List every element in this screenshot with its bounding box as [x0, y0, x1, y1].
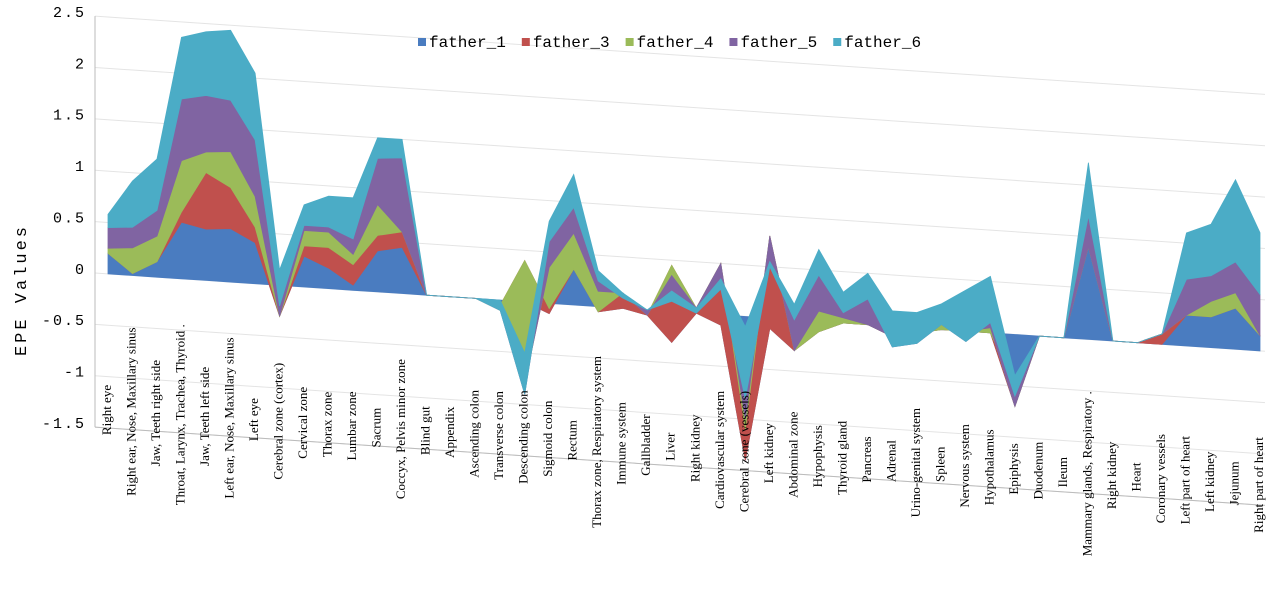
- y-tick-label: -1.5: [42, 416, 86, 433]
- x-tick-label: Cardiovascular system: [712, 391, 727, 509]
- x-tick-label: Mammary glands, Respiratory .: [1079, 391, 1094, 556]
- x-tick-label: Epiphysis: [1006, 443, 1021, 494]
- x-tick-label: Immune system: [614, 402, 629, 485]
- y-tick-label: 0.5: [53, 210, 86, 227]
- legend-swatch: [418, 38, 426, 46]
- grid-line: [94, 323, 1266, 404]
- x-tick-label: Jejunum: [1226, 461, 1241, 505]
- x-tick-label: Cervical zone: [295, 387, 310, 459]
- x-tick-label: Coronary vessels: [1153, 434, 1168, 523]
- grid-line: [94, 15, 1266, 95]
- area: [107, 29, 1261, 399]
- legend-swatch: [729, 38, 738, 46]
- x-tick-label: Transverse colon: [491, 391, 506, 480]
- x-tick-label: Thyroid gland: [834, 420, 849, 495]
- x-tick-label: Pancreas: [859, 436, 874, 482]
- x-tick-label: Thorax zone: [320, 392, 335, 458]
- x-tick-label: Nervous system: [957, 424, 972, 507]
- y-tick-label: 2.5: [53, 5, 86, 22]
- x-tick-label: Jaw, Teeth right side: [148, 360, 163, 467]
- x-tick-label: Cerebral zone (cortex): [271, 363, 286, 480]
- x-tick-label: Urino-genital system: [908, 408, 923, 517]
- x-tick-label: Sacrum: [369, 408, 384, 448]
- x-tick-label: Right eye: [99, 385, 114, 435]
- x-tick-label: Right part of heart: [1251, 437, 1266, 533]
- x-tick-label: Duodenum: [1030, 442, 1045, 500]
- x-tick-label: Gallbladder: [638, 414, 653, 476]
- legend-swatch: [521, 38, 530, 46]
- x-tick-label: Cerebral zone (vessels): [736, 391, 751, 512]
- x-tick-label: Right kidney: [1104, 441, 1119, 509]
- x-tick-label: Blind gut: [418, 406, 433, 455]
- x-tick-label: Jaw, Teeth left side: [197, 367, 212, 466]
- x-tick-label: Left ear, Nose, Maxillary sinus: [222, 337, 237, 498]
- x-tick-label: Ileum: [1055, 457, 1070, 487]
- y-tick-label: -1: [64, 365, 86, 382]
- x-tick-label: Right kidney: [687, 414, 702, 482]
- x-tick-label: Liver: [663, 432, 678, 461]
- legend-swatch: [625, 38, 634, 46]
- x-tick-label: Left part of heart: [1177, 436, 1192, 525]
- y-tick-label: 1: [75, 159, 86, 176]
- x-tick-label: Rectum: [565, 420, 580, 460]
- legend-label: father_6: [844, 34, 921, 52]
- x-tick-label: Left eye: [246, 398, 261, 441]
- x-tick-label: Appendix: [442, 406, 457, 458]
- x-tick-label: Adrenal: [883, 440, 898, 482]
- y-tick-label: 2: [75, 56, 86, 73]
- grid-line: [94, 67, 1266, 147]
- x-tick-label: Sigmoid colon: [540, 400, 555, 477]
- legend-label: father_1: [429, 34, 506, 52]
- y-tick-label: 0: [75, 262, 86, 279]
- x-tick-label: Heart: [1128, 462, 1143, 491]
- grid-line: [94, 375, 1266, 455]
- y-tick-label: 1.5: [53, 108, 86, 125]
- x-tick-label: Thorax zone, Respiratory system: [589, 356, 604, 528]
- legend-label: father_4: [637, 34, 714, 52]
- legend-label: father_5: [740, 34, 817, 52]
- floor-edge: [94, 426, 1266, 506]
- legend-swatch: [833, 38, 842, 46]
- x-tick-label: Coccyx, Pelvis minor zone: [393, 359, 408, 499]
- grid-line: [94, 221, 1266, 301]
- x-tick-label: Descending colon: [516, 390, 531, 484]
- legend-label: father_3: [533, 34, 610, 52]
- grid-line: [94, 118, 1266, 198]
- x-tick-label: Ascending colon: [467, 390, 482, 478]
- y-tick-label: -0.5: [42, 313, 86, 330]
- x-tick-label: Right ear, Nose, Maxillary sinus: [123, 327, 138, 495]
- x-tick-label: Hypophysis: [810, 425, 825, 487]
- x-tick-label: Hypothalamus: [981, 429, 996, 505]
- x-tick-label: Spleen: [932, 446, 947, 482]
- x-tick-label: Abdominal zone: [785, 411, 800, 498]
- x-tick-label: Left kidney: [1202, 451, 1217, 512]
- y-axis-label: EPE Values: [13, 224, 32, 356]
- x-tick-label: Lumbar zone: [344, 391, 359, 460]
- x-tick-label: Left kidney: [761, 422, 776, 483]
- x-tick-label: Throat, Larynx, Trachea, Thyroid .: [172, 324, 187, 505]
- grid-line: [94, 169, 1266, 249]
